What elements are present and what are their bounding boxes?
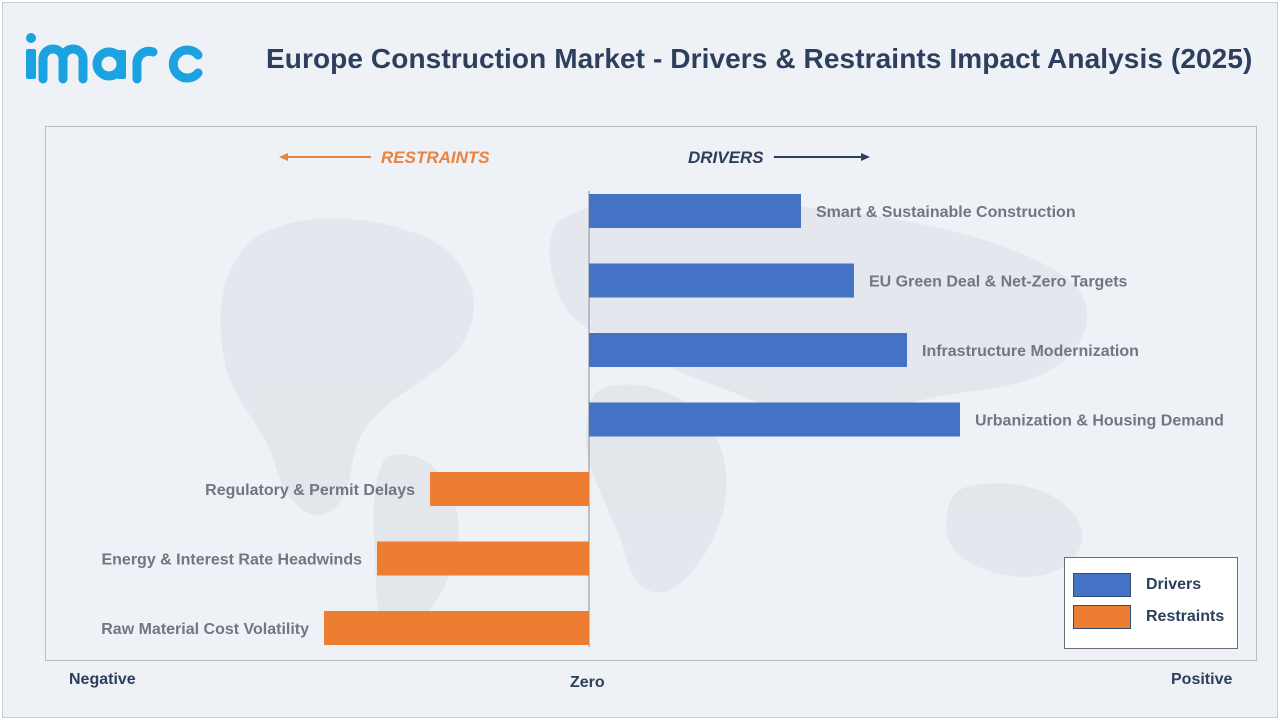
- bars-layer: Smart & Sustainable Construction EU Green…: [101, 194, 1224, 645]
- legend-swatch-drivers: [1073, 573, 1131, 597]
- legend-item-drivers: Drivers: [1073, 573, 1201, 597]
- legend-swatch-restraints: [1073, 605, 1131, 629]
- restraints-direction: RESTRAINTS: [279, 148, 490, 167]
- axis-positive-label: Positive: [1171, 671, 1233, 688]
- category-label: Infrastructure Modernization: [922, 343, 1139, 360]
- legend-item-restraints: Restraints: [1073, 605, 1224, 629]
- bar-energy-interest-rate-headwinds: [377, 541, 589, 576]
- category-label: Energy & Interest Rate Headwinds: [101, 552, 362, 569]
- drivers-direction: DRIVERS: [688, 148, 870, 167]
- category-label: Smart & Sustainable Construction: [816, 204, 1076, 221]
- drivers-direction-label: DRIVERS: [688, 148, 764, 167]
- page-title: Europe Construction Market - Drivers & R…: [266, 43, 1253, 74]
- chart-legend: Drivers Restraints: [1064, 557, 1238, 649]
- category-label: Regulatory & Permit Delays: [205, 482, 415, 499]
- bar-raw-material-cost-volatility: [324, 611, 589, 645]
- restraints-direction-label: RESTRAINTS: [381, 148, 490, 167]
- axis-zero-label: Zero: [570, 674, 605, 691]
- bar-eu-green-deal-net-zero-targets: [589, 263, 854, 298]
- legend-label-restraints: Restraints: [1146, 608, 1225, 625]
- impact-bar-chart: RESTRAINTS DRIVERS Smart & Sustainable C…: [101, 148, 1224, 647]
- category-label: EU Green Deal & Net-Zero Targets: [869, 274, 1128, 291]
- bar-smart-sustainable-construction: [589, 194, 801, 228]
- category-label: Raw Material Cost Volatility: [101, 621, 309, 638]
- bar-regulatory-permit-delays: [430, 472, 589, 506]
- imarc-logo: [21, 33, 206, 85]
- legend-label-drivers: Drivers: [1146, 576, 1202, 593]
- bar-infrastructure-modernization: [589, 333, 907, 367]
- plot-area: RESTRAINTS DRIVERS Smart & Sustainable C…: [45, 126, 1257, 661]
- category-label: Urbanization & Housing Demand: [975, 413, 1224, 430]
- axis-negative-label: Negative: [69, 671, 136, 688]
- bar-urbanization-housing-demand: [589, 402, 960, 437]
